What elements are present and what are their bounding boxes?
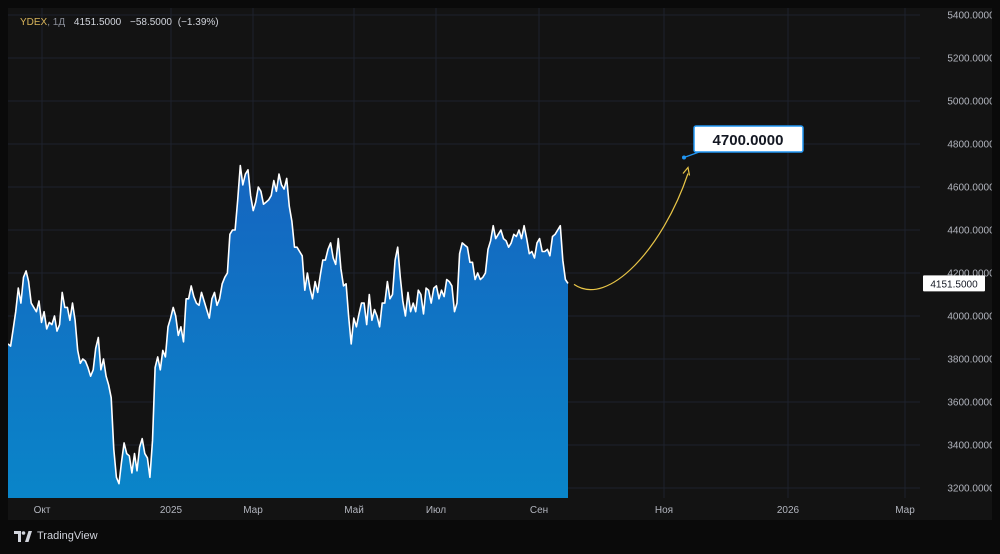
projection-arrow[interactable] [573,173,689,291]
callout-label: 4700.0000 [713,132,784,149]
x-tick-label: Мар [243,505,263,516]
legend-change-pct: (−1.39%) [177,17,219,28]
symbol-legend: YDEX, 1Д 4151.5000 −58.5000 (−1.39%) [20,17,219,28]
x-tick-label: Мар [895,505,915,516]
tradingview-logo[interactable]: TradingView [14,530,98,542]
x-tick-label: Окт [34,505,51,516]
y-tick-label: 4000.0000 [947,312,992,323]
legend-last-price: 4151.5000 [73,17,122,28]
x-tick-label: 2026 [777,505,800,516]
x-tick-label: Ноя [655,505,673,516]
legend-change: −58.5000 [129,17,172,28]
legend-interval: 1Д [52,17,66,28]
y-tick-label: 3200.0000 [947,484,992,495]
y-tick-label: 4600.0000 [947,183,992,194]
y-tick-label: 4800.0000 [947,140,992,151]
price-chart[interactable]: 3200.0000 3400.0000 3600.0000 3800.0000 4000… [8,8,992,520]
x-tick-label: Июл [426,505,446,516]
callout-box[interactable] [693,125,804,153]
x-tick-label: Май [344,505,364,516]
x-tick-label: 2025 [160,505,183,516]
price-line[interactable] [8,164,569,485]
tradingview-logo-icon [14,530,32,542]
last-price-badge [923,275,985,292]
y-tick-label: 5200.0000 [947,54,992,65]
tradingview-brand-label: TradingView [37,530,98,542]
chart-panel[interactable]: 3200.0000 3400.0000 3600.0000 3800.0000 4000… [8,8,992,520]
y-tick-label: 4400.0000 [947,226,992,237]
y-tick-label: 3600.0000 [947,398,992,409]
price-area-fill [8,165,568,498]
y-tick-label: 3400.0000 [947,441,992,452]
footer: TradingView [8,520,992,554]
x-tick-label: Сен [530,505,548,516]
y-tick-label: 4200.0000 [947,269,992,280]
callout-anchor-dot [682,155,686,160]
y-tick-label: 5000.0000 [947,97,992,108]
y-tick-label: 5400.0000 [947,11,992,22]
projection-arrowhead [682,166,691,176]
legend-symbol[interactable]: YDEX [20,17,48,28]
y-tick-label: 3800.0000 [947,355,992,366]
last-price-label: 4151.5000 [930,279,978,290]
